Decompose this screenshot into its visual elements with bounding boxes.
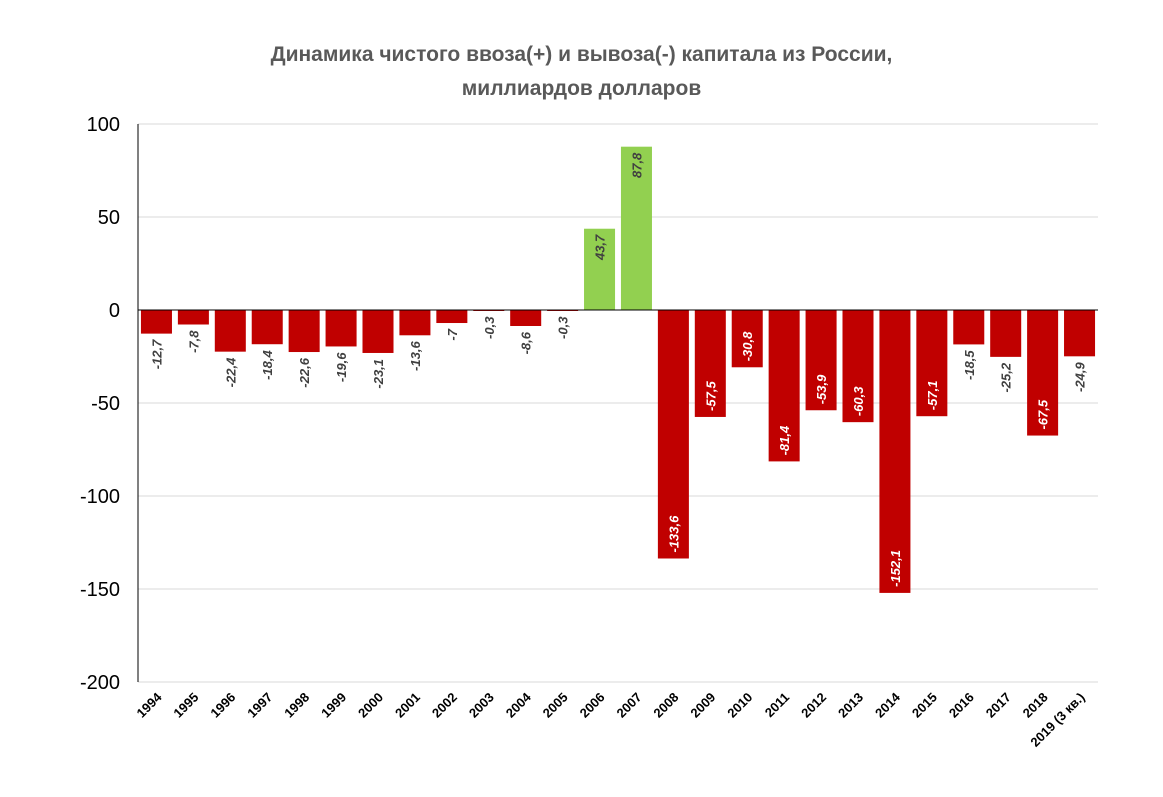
data-label: -18,5 bbox=[962, 350, 977, 380]
y-tick-label: 100 bbox=[87, 114, 120, 136]
y-axis: 100 50 0 -50 -100 -150 -200 bbox=[80, 114, 139, 694]
data-label: -8,6 bbox=[519, 331, 534, 354]
bar-2011 bbox=[768, 310, 800, 462]
data-label: -7,8 bbox=[186, 330, 201, 353]
x-tick-label: 2008 bbox=[650, 690, 681, 721]
bar-1996 bbox=[214, 310, 246, 352]
data-label: -0,3 bbox=[556, 316, 571, 339]
bar-2002 bbox=[436, 310, 468, 324]
bar-2013 bbox=[842, 310, 874, 423]
x-tick-label: 2001 bbox=[392, 690, 423, 721]
x-tick-label: 2000 bbox=[355, 690, 386, 721]
data-label: -81,4 bbox=[777, 425, 792, 455]
bar-1994 bbox=[140, 310, 172, 334]
x-tick-label: 2014 bbox=[872, 689, 904, 721]
data-label: -18,4 bbox=[260, 349, 275, 379]
x-tick-label: 1999 bbox=[318, 690, 349, 721]
y-tick-label: -150 bbox=[80, 579, 120, 601]
x-tick-label: 1995 bbox=[170, 690, 201, 721]
chart-title: Динамика чистого ввоза(+) и вывоза(-) ка… bbox=[0, 38, 1163, 106]
x-tick-label: 2018 bbox=[1020, 690, 1051, 721]
data-labels: -12,7 -7,8 -22,4 -18,4 -22,6 -19,6 -23,1 -13,6 -… bbox=[149, 152, 1087, 587]
gridlines bbox=[138, 123, 1098, 683]
x-tick-label: 2015 bbox=[909, 690, 940, 721]
y-tick-label: -50 bbox=[91, 393, 120, 415]
data-label: -13,6 bbox=[408, 341, 423, 371]
data-label: 87,8 bbox=[629, 152, 644, 178]
bar-2009 bbox=[694, 310, 726, 417]
x-tick-label: 1998 bbox=[281, 690, 312, 721]
bar-1998 bbox=[288, 310, 320, 353]
bar-2007 bbox=[620, 146, 652, 310]
data-label: -30,8 bbox=[740, 331, 755, 361]
data-label: -23,1 bbox=[371, 359, 386, 389]
data-label: -7 bbox=[445, 328, 460, 340]
bar-1997 bbox=[251, 310, 283, 345]
x-tick-label: 2004 bbox=[503, 689, 535, 721]
bar-2018 bbox=[1027, 310, 1059, 436]
x-tick-label: 2005 bbox=[540, 690, 571, 721]
x-tick-label: 2003 bbox=[466, 690, 497, 721]
y-tick-label: -100 bbox=[80, 486, 120, 508]
data-label: -67,5 bbox=[1036, 399, 1051, 429]
data-label: -19,6 bbox=[334, 352, 349, 382]
x-tick-label: 1996 bbox=[207, 690, 238, 721]
bar-2019-3 bbox=[1064, 310, 1096, 357]
bar-2000 bbox=[362, 310, 394, 353]
x-tick-label: 2010 bbox=[724, 690, 755, 721]
bar-2014 bbox=[879, 310, 911, 593]
chart-title-line-1: Динамика чистого ввоза(+) и вывоза(-) ка… bbox=[270, 43, 893, 66]
bar-1999 bbox=[325, 310, 357, 347]
x-tick-label: 2012 bbox=[798, 690, 829, 721]
data-label: -22,6 bbox=[297, 357, 312, 387]
chart-title-line-2: миллиардов долларов bbox=[461, 77, 702, 100]
data-label: -57,1 bbox=[925, 381, 940, 411]
y-tick-label: 0 bbox=[109, 300, 120, 322]
x-tick-label: 2002 bbox=[429, 690, 460, 721]
x-tick-label: 1994 bbox=[134, 689, 166, 721]
bar-2017 bbox=[990, 310, 1022, 357]
x-tick-label: 2007 bbox=[614, 690, 645, 721]
data-label: -22,4 bbox=[223, 357, 238, 387]
data-label: -0,3 bbox=[482, 316, 497, 339]
x-tick-label: 1997 bbox=[244, 690, 275, 721]
y-tick-label: 50 bbox=[98, 207, 120, 229]
data-label: -60,3 bbox=[851, 386, 866, 416]
bar-2010 bbox=[731, 310, 763, 368]
bars bbox=[140, 146, 1096, 593]
x-tick-label: 2017 bbox=[983, 690, 1014, 721]
x-axis: 1994 1995 1996 1997 1998 1999 2000 2001 2002 2003… bbox=[134, 309, 1098, 750]
bar-2016 bbox=[953, 310, 985, 345]
data-label: -152,1 bbox=[888, 550, 903, 587]
bar-2004 bbox=[510, 310, 542, 326]
x-tick-label: 2009 bbox=[687, 690, 718, 721]
data-label: -12,7 bbox=[149, 339, 164, 369]
data-label: -53,9 bbox=[814, 374, 829, 404]
data-label: -133,6 bbox=[666, 515, 681, 553]
data-label: -57,5 bbox=[703, 381, 718, 411]
bar-2012 bbox=[805, 310, 837, 411]
data-label: -24,9 bbox=[1073, 362, 1088, 392]
bar-2015 bbox=[916, 310, 948, 417]
x-tick-label: 2011 bbox=[762, 690, 793, 721]
bar-2001 bbox=[399, 310, 431, 336]
data-label: 43,7 bbox=[593, 234, 608, 261]
y-tick-label: -200 bbox=[80, 672, 120, 694]
x-tick-label: 2016 bbox=[946, 690, 977, 721]
bar-2008 bbox=[657, 310, 689, 559]
x-tick-label: 2006 bbox=[577, 690, 608, 721]
bar-2006 bbox=[584, 228, 616, 310]
data-label: -25,2 bbox=[999, 362, 1014, 392]
x-tick-label: 2013 bbox=[835, 690, 866, 721]
bar-1995 bbox=[177, 310, 209, 325]
